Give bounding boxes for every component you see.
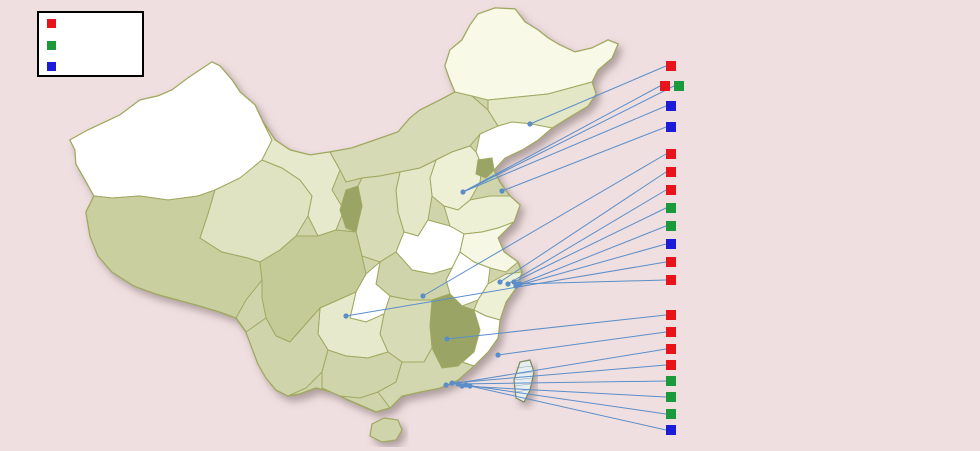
marker-blue[interactable] xyxy=(666,425,676,435)
legend-swatch-red xyxy=(47,19,56,28)
region-tibet xyxy=(85,189,263,319)
legend-item-blue xyxy=(47,62,62,71)
anchor-dot xyxy=(459,383,465,389)
marker-red[interactable] xyxy=(666,344,676,354)
leader-line xyxy=(529,65,667,125)
leader-line xyxy=(461,385,667,398)
anchor-dot xyxy=(515,281,521,287)
leader-line xyxy=(446,314,667,340)
leader-line xyxy=(445,348,667,386)
leader-line xyxy=(457,380,667,385)
marker-red[interactable] xyxy=(666,149,676,159)
leader-line xyxy=(517,279,667,285)
region-guangdong xyxy=(377,346,475,409)
marker-blue[interactable] xyxy=(666,122,676,132)
leader-line xyxy=(422,153,667,297)
leader-line xyxy=(515,243,667,287)
region-hainan xyxy=(369,417,403,443)
legend-item-green xyxy=(47,41,62,50)
marker-green[interactable] xyxy=(666,376,676,386)
marker-red[interactable] xyxy=(666,275,676,285)
marker-red[interactable] xyxy=(660,81,670,91)
leader-line xyxy=(507,189,667,285)
anchor-dot xyxy=(463,382,469,388)
legend-swatch-blue xyxy=(47,62,56,71)
marker-red[interactable] xyxy=(666,257,676,267)
leader-line xyxy=(519,225,667,285)
legend-swatch-green xyxy=(47,41,56,50)
leader-line xyxy=(501,126,667,192)
anchor-dot xyxy=(511,279,517,285)
marker-blue[interactable] xyxy=(666,239,676,249)
leader-line xyxy=(462,85,661,193)
leader-line xyxy=(345,261,667,317)
marker-green[interactable] xyxy=(666,392,676,402)
marker-green[interactable] xyxy=(666,221,676,231)
legend-item-red xyxy=(47,19,62,28)
region-yunnan xyxy=(245,306,329,397)
anchor-dot xyxy=(443,382,449,388)
leader-line xyxy=(462,85,675,193)
leader-line xyxy=(462,105,667,193)
anchor-dot xyxy=(444,336,450,342)
marker-green[interactable] xyxy=(666,409,676,419)
anchor-dot xyxy=(343,313,349,319)
anchor-dot xyxy=(420,293,426,299)
leader-line xyxy=(497,331,667,356)
anchor-dot xyxy=(527,121,533,127)
leader-line xyxy=(465,384,667,415)
marker-green[interactable] xyxy=(674,81,684,91)
region-tianjin xyxy=(475,157,495,179)
marker-green[interactable] xyxy=(666,203,676,213)
marker-red[interactable] xyxy=(666,327,676,337)
marker-red[interactable] xyxy=(666,61,676,71)
anchor-dot xyxy=(467,383,473,389)
region-shaanxi xyxy=(355,171,405,263)
anchor-dot xyxy=(449,380,455,386)
anchor-dot xyxy=(455,381,461,387)
leader-line xyxy=(469,385,667,431)
anchor-dot xyxy=(505,281,511,287)
marker-red[interactable] xyxy=(666,185,676,195)
anchor-dot xyxy=(495,352,501,358)
marker-red[interactable] xyxy=(666,310,676,320)
leader-line xyxy=(451,364,667,384)
marker-blue[interactable] xyxy=(666,101,676,111)
legend xyxy=(37,11,144,77)
leader-line xyxy=(513,207,667,283)
anchor-dots xyxy=(343,121,533,389)
marker-red[interactable] xyxy=(666,167,676,177)
anchor-dot xyxy=(497,279,503,285)
anchor-dot xyxy=(499,188,505,194)
leader-lines xyxy=(345,65,675,431)
marker-red[interactable] xyxy=(666,360,676,370)
leader-line xyxy=(499,171,667,283)
anchor-dot xyxy=(460,189,466,195)
